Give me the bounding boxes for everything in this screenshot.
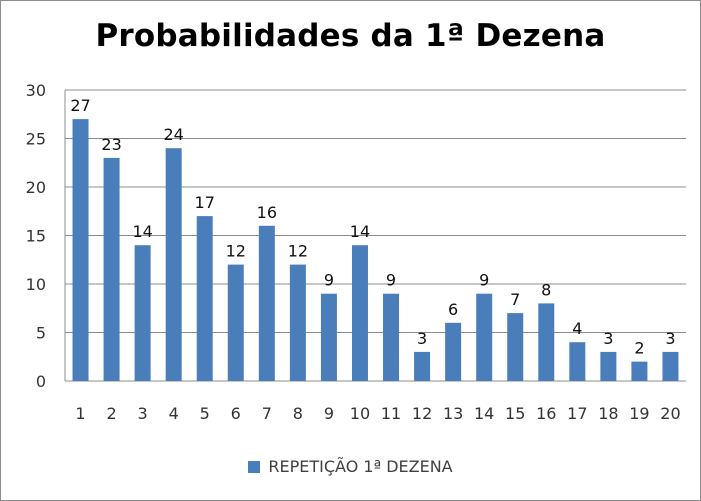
x-tick-label-12: 12 (412, 404, 432, 423)
x-tick-label-10: 10 (350, 404, 370, 423)
bar-8 (289, 264, 306, 381)
bar-7 (258, 225, 275, 381)
data-label-2: 23 (101, 135, 121, 154)
y-tick-label-15: 15 (26, 227, 46, 246)
data-label-12: 3 (417, 329, 427, 348)
data-label-8: 12 (288, 242, 308, 261)
data-label-3: 14 (132, 222, 152, 241)
x-tick-label-8: 8 (293, 404, 303, 423)
x-tick-label-17: 17 (567, 404, 587, 423)
x-tick-label-6: 6 (231, 404, 241, 423)
bar-19 (631, 361, 648, 381)
bar-2 (103, 157, 120, 381)
x-tick-label-2: 2 (106, 404, 116, 423)
x-tick-label-11: 11 (381, 404, 401, 423)
bar-13 (445, 322, 462, 381)
data-label-13: 6 (448, 300, 458, 319)
bar-1 (72, 119, 89, 381)
bar-12 (414, 351, 431, 381)
legend-label: REPETIÇÃO 1ª DEZENA (268, 457, 453, 476)
x-tick-label-16: 16 (536, 404, 556, 423)
x-tick-label-9: 9 (324, 404, 334, 423)
data-label-1: 27 (70, 96, 90, 115)
x-tick-label-19: 19 (629, 404, 649, 423)
data-label-9: 9 (324, 271, 334, 290)
data-label-16: 8 (541, 280, 551, 299)
data-label-15: 7 (510, 290, 520, 309)
x-tick-label-20: 20 (660, 404, 680, 423)
data-label-11: 9 (386, 271, 396, 290)
data-label-19: 2 (634, 339, 644, 358)
x-tick-label-15: 15 (505, 404, 525, 423)
x-tick-label-1: 1 (75, 404, 85, 423)
data-label-6: 12 (226, 242, 246, 261)
x-tick-label-14: 14 (474, 404, 494, 423)
chart-title: Probabilidades da 1ª Dezena (95, 18, 606, 54)
bar-9 (320, 293, 337, 381)
y-tick-label-30: 30 (26, 81, 46, 100)
data-label-5: 17 (195, 193, 215, 212)
x-tick-label-18: 18 (598, 404, 618, 423)
bar-16 (538, 303, 555, 381)
data-label-7: 16 (257, 203, 277, 222)
y-tick-label-25: 25 (26, 130, 46, 149)
data-label-10: 14 (350, 222, 370, 241)
x-tick-label-3: 3 (138, 404, 148, 423)
x-tick-label-4: 4 (169, 404, 179, 423)
legend: REPETIÇÃO 1ª DEZENA (0, 457, 701, 476)
bar-17 (569, 342, 586, 381)
y-tick-label-0: 0 (36, 372, 46, 391)
x-tick-label-7: 7 (262, 404, 272, 423)
x-tick-label-13: 13 (443, 404, 463, 423)
bar-11 (383, 293, 400, 381)
bar-15 (507, 313, 524, 381)
y-tick-label-5: 5 (36, 324, 46, 343)
data-label-14: 9 (479, 271, 489, 290)
y-tick-label-10: 10 (26, 275, 46, 294)
data-label-4: 24 (163, 125, 183, 144)
bar-14 (476, 293, 493, 381)
bar-6 (227, 264, 244, 381)
bar-5 (196, 216, 213, 381)
y-tick-label-20: 20 (26, 178, 46, 197)
bar-10 (351, 245, 368, 381)
data-label-20: 3 (665, 329, 675, 348)
bar-4 (165, 148, 182, 381)
data-label-17: 4 (572, 319, 582, 338)
data-label-18: 3 (603, 329, 613, 348)
legend-swatch (248, 460, 261, 473)
bar-18 (600, 351, 617, 381)
bar-3 (134, 245, 151, 381)
x-tick-label-5: 5 (200, 404, 210, 423)
bar-20 (662, 351, 679, 381)
